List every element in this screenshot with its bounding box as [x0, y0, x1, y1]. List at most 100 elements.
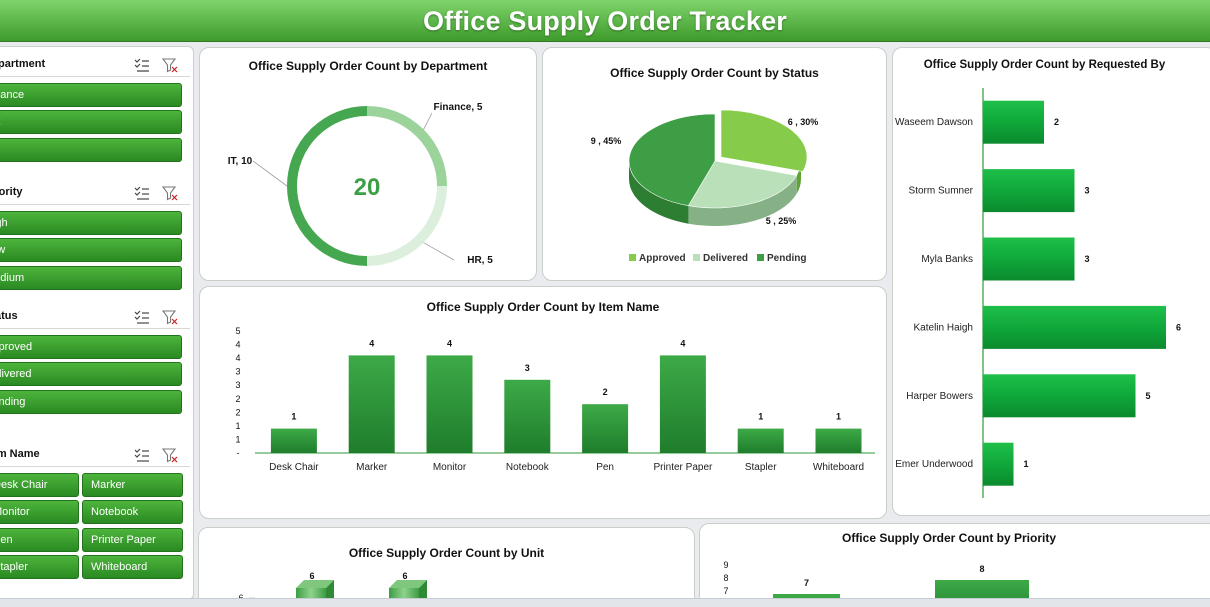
- data-label: 6: [402, 571, 407, 581]
- bar: [348, 355, 395, 453]
- unit-chart-card: Office Supply Order Count by Unit 666: [198, 527, 695, 607]
- multi-select-icon[interactable]: [134, 185, 150, 201]
- column-top: [389, 580, 427, 588]
- status-chart-title: Office Supply Order Count by Status: [610, 66, 819, 80]
- dashboard-title: Office Supply Order Tracker: [422, 6, 788, 36]
- clear-filter-icon[interactable]: [162, 309, 178, 325]
- slicer-item[interactable]: Low: [0, 238, 182, 263]
- slicer-item[interactable]: Monitor: [0, 500, 79, 525]
- slicer-header: Priority: [0, 181, 190, 205]
- category-label: Waseem Dawson: [895, 117, 973, 128]
- priority-chart-card: Office Supply Order Count by Priority 9 8…: [699, 523, 1210, 607]
- requested-by-chart-title: Office Supply Order Count by Requested B…: [923, 59, 1166, 71]
- category-label: Notebook: [506, 462, 550, 473]
- doughnut-slice: [366, 106, 447, 187]
- multi-select-icon[interactable]: [134, 309, 150, 325]
- item-name-chart-title: Office Supply Order Count by Item Name: [426, 300, 660, 314]
- bar: [983, 442, 1014, 486]
- slicer-item[interactable]: HR: [0, 110, 182, 135]
- requested-by-bar-chart: 2 Waseem Dawson 3 Storm Sumner 3 Myla Banks 6 K…: [895, 88, 1181, 498]
- pie-slice: [687, 160, 798, 209]
- center-total-label: 20: [354, 174, 381, 201]
- legend-label: Delivered: [703, 253, 748, 264]
- bar: [983, 305, 1166, 349]
- slicer-item-label: Notebook: [91, 506, 139, 519]
- slicer-item[interactable]: Desk Chair: [0, 473, 79, 497]
- slicer-title: Department: [0, 58, 46, 70]
- data-label: 2: [603, 387, 608, 397]
- priority-chart-title: Office Supply Order Count by Priority: [841, 531, 1057, 545]
- y-tick-label: 8: [723, 573, 728, 583]
- bar: [582, 404, 629, 453]
- slicer-item-label: Whiteboard: [91, 560, 148, 573]
- y-tick-label: -: [237, 448, 240, 458]
- clear-filter-icon[interactable]: [162, 447, 178, 463]
- slicer-item[interactable]: Whiteboard: [82, 554, 183, 579]
- category-label: Desk Chair: [269, 462, 319, 473]
- y-tick-label: 4: [235, 340, 240, 350]
- category-label: Printer Paper: [653, 462, 713, 473]
- bar: [426, 355, 473, 453]
- data-label: 3: [525, 363, 530, 373]
- y-tick-label: 2: [235, 407, 240, 417]
- data-label: 6 , 30%: [788, 117, 819, 127]
- slicer-item[interactable]: Notebook: [82, 500, 183, 525]
- data-label: 5: [1146, 391, 1151, 401]
- slicer-item-label: Medium: [0, 271, 25, 284]
- slicer-title: Item Name: [0, 448, 40, 460]
- slicer-item[interactable]: Stapler: [0, 554, 79, 579]
- slicer-item[interactable]: Approved: [0, 335, 182, 359]
- slicer-item-label: Finance: [0, 89, 25, 101]
- multi-select-icon[interactable]: [134, 447, 150, 463]
- bar: [815, 428, 862, 453]
- horizontal-scrollbar[interactable]: [0, 598, 1210, 607]
- y-tick-label: 1: [235, 434, 240, 444]
- slicer-header: Status: [0, 305, 190, 329]
- slicer-item[interactable]: Delivered: [0, 362, 182, 387]
- y-tick-label: 4: [235, 353, 240, 363]
- slicer-item[interactable]: High: [0, 211, 182, 235]
- status-chart-card: Office Supply Order Count by Status 6 , …: [542, 47, 887, 281]
- category-label: Stapler: [745, 462, 777, 473]
- bar: [659, 355, 706, 453]
- data-label: 6: [1176, 322, 1181, 332]
- data-label: 5 , 25%: [766, 216, 797, 226]
- slicer-item[interactable]: Printer Paper: [82, 527, 183, 552]
- slicer-item[interactable]: Medium: [0, 265, 182, 290]
- data-label: HR, 5: [467, 255, 493, 266]
- slicer-item[interactable]: Marker: [82, 473, 183, 497]
- slicer-item-label: Pending: [0, 395, 26, 408]
- category-label: Storm Sumner: [909, 186, 974, 197]
- slicer-item-label: Stapler: [0, 560, 28, 573]
- bar: [737, 428, 784, 453]
- bar: [504, 379, 551, 453]
- y-tick-label: 9: [723, 560, 728, 570]
- slicer-item[interactable]: IT: [0, 137, 182, 162]
- data-label: 2: [1054, 117, 1059, 127]
- leader-line: [252, 160, 288, 187]
- multi-select-icon[interactable]: [134, 57, 150, 73]
- department-chart-card: Office Supply Order Count by Department …: [199, 47, 537, 281]
- slicer-status: Status Approved Delivered Pending: [0, 305, 190, 414]
- data-label: 1: [291, 412, 296, 422]
- data-label: 4: [680, 338, 685, 348]
- clear-filter-icon[interactable]: [162, 185, 178, 201]
- slicer-item[interactable]: Pen: [0, 527, 79, 552]
- y-tick-label: 3: [235, 380, 240, 390]
- y-tick-label: 2: [235, 394, 240, 404]
- slicer-item[interactable]: Pending: [0, 389, 182, 414]
- pie-slice-side: [629, 161, 689, 224]
- y-tick-label: 5: [235, 326, 240, 336]
- data-label: 6: [309, 571, 314, 581]
- status-pie-chart: 6 , 30% 5 , 25% 9 , 45% Approved Delivered Pe…: [591, 109, 819, 264]
- column-top: [296, 580, 334, 588]
- slicer-header: Item Name: [0, 443, 190, 467]
- slicer-item-label: Printer Paper: [91, 533, 156, 546]
- category-label: Monitor: [433, 462, 467, 473]
- item-name-chart-card: Office Supply Order Count by Item Name -…: [199, 286, 887, 519]
- department-doughnut-chart: Finance, 5 HR, 5 IT, 10 20: [228, 102, 493, 266]
- legend-swatch: [629, 254, 636, 261]
- pie-slice-side: [688, 175, 797, 226]
- clear-filter-icon[interactable]: [162, 57, 178, 73]
- slicer-item[interactable]: Finance: [0, 83, 182, 107]
